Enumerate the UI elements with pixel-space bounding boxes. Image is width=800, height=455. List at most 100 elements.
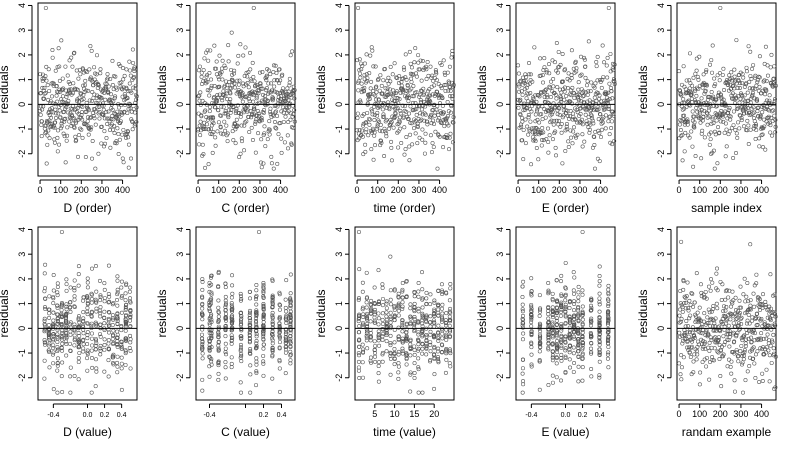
- data-point: [112, 329, 115, 332]
- data-point: [429, 65, 432, 68]
- data-point: [735, 317, 738, 320]
- data-point: [729, 305, 732, 308]
- data-point: [220, 105, 223, 108]
- data-point: [743, 277, 746, 280]
- data-point: [577, 285, 580, 288]
- data-point: [254, 297, 257, 300]
- data-point: [65, 282, 68, 285]
- data-point: [698, 371, 701, 374]
- data-point: [132, 75, 135, 78]
- data-point: [598, 284, 601, 287]
- data-point: [604, 114, 607, 117]
- data-point: [754, 353, 757, 356]
- y-tick-label: 2: [175, 276, 185, 281]
- data-point: [120, 286, 123, 289]
- data-point: [744, 378, 747, 381]
- data-point: [86, 306, 89, 309]
- data-point: [722, 309, 725, 312]
- data-point: [605, 76, 608, 79]
- data-point: [520, 116, 523, 119]
- data-point: [529, 163, 532, 166]
- data-point: [56, 345, 59, 348]
- data-point: [65, 308, 68, 311]
- data-point: [732, 110, 735, 113]
- data-point: [381, 318, 384, 321]
- data-point: [124, 363, 127, 366]
- data-point: [449, 89, 452, 92]
- data-point: [361, 360, 364, 363]
- data-point: [530, 277, 533, 280]
- y-tick-label: 0: [17, 326, 27, 331]
- data-point: [530, 345, 533, 348]
- data-point: [607, 345, 610, 348]
- data-point: [413, 345, 416, 348]
- data-point: [577, 80, 580, 83]
- data-point: [103, 281, 106, 284]
- data-point: [715, 302, 718, 305]
- data-point: [695, 69, 698, 72]
- data-point: [120, 362, 123, 365]
- data-point: [107, 342, 110, 345]
- data-point: [77, 284, 80, 287]
- data-point: [740, 344, 743, 347]
- data-point: [357, 369, 360, 372]
- data-point: [77, 272, 80, 275]
- data-point: [48, 366, 51, 369]
- data-point: [600, 86, 603, 89]
- data-point: [264, 88, 267, 91]
- data-point: [555, 97, 558, 100]
- data-point: [39, 113, 42, 116]
- data-point: [551, 59, 554, 62]
- data-point: [47, 68, 50, 71]
- y-tick-label: -1: [17, 349, 27, 357]
- data-point: [607, 288, 610, 291]
- x-tick-label: 0: [196, 185, 201, 195]
- data-point: [397, 314, 400, 317]
- y-tick-label: -2: [656, 150, 666, 158]
- data-point: [389, 343, 392, 346]
- data-point: [207, 162, 210, 165]
- data-point: [538, 329, 541, 332]
- data-point: [698, 383, 701, 386]
- y-tick-label: 1: [495, 301, 505, 306]
- data-point: [527, 61, 530, 64]
- data-point: [417, 95, 420, 98]
- data-point: [691, 145, 694, 148]
- data-point: [60, 390, 63, 393]
- data-point: [286, 134, 289, 137]
- data-point: [356, 6, 359, 9]
- data-point: [765, 368, 768, 371]
- data-point: [224, 342, 227, 345]
- data-point: [573, 276, 576, 279]
- data-point: [105, 122, 108, 125]
- y-tick-label: 1: [656, 77, 666, 82]
- data-point: [50, 95, 53, 98]
- data-point: [741, 361, 744, 364]
- data-point: [217, 78, 220, 81]
- data-point: [201, 389, 204, 392]
- y-tick-label: -2: [175, 374, 185, 382]
- scatter-points: [355, 6, 455, 170]
- data-point: [397, 371, 400, 374]
- data-point: [552, 123, 555, 126]
- data-point: [377, 360, 380, 363]
- data-point: [131, 61, 134, 64]
- data-point: [564, 347, 567, 350]
- data-point: [129, 301, 132, 304]
- x-tick-label: 0.0: [561, 412, 571, 419]
- data-point: [265, 86, 268, 89]
- data-point: [358, 267, 361, 270]
- data-point: [582, 94, 585, 97]
- data-point: [269, 72, 272, 75]
- x-axis-label: sample index: [691, 201, 762, 215]
- data-point: [235, 118, 238, 121]
- data-point: [407, 99, 410, 102]
- data-point: [255, 118, 258, 121]
- data-point: [277, 132, 280, 135]
- data-point: [209, 360, 212, 363]
- data-point: [725, 305, 728, 308]
- data-point: [77, 378, 80, 381]
- data-point: [412, 84, 415, 87]
